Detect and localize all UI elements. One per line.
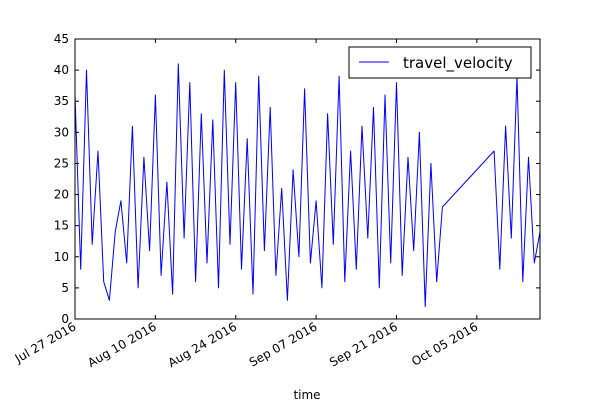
x-tick-label: Sep 07 2016	[247, 319, 320, 369]
legend-label-travel-velocity: travel_velocity	[403, 54, 513, 73]
x-tick-label: Aug 24 2016	[166, 319, 240, 370]
y-tick-label: 15	[54, 219, 69, 233]
y-tick-label: 40	[54, 63, 69, 77]
plot-frame	[74, 38, 541, 320]
x-tick-label: Oct 05 2016	[409, 319, 480, 368]
y-tick-label: 10	[54, 250, 69, 264]
y-tick-label: 45	[54, 32, 69, 46]
y-tick-label: 25	[54, 156, 69, 170]
x-tick-label: Jul 27 2016	[12, 319, 79, 366]
series-layer	[74, 63, 541, 308]
y-tick-label: 35	[54, 94, 69, 108]
series-line-travel-velocity	[74, 63, 541, 308]
x-tick-label: Sep 21 2016	[327, 319, 400, 369]
y-tick-label: 0	[61, 312, 69, 326]
y-tick-label: 30	[54, 125, 69, 139]
x-axis-label: time	[293, 388, 320, 400]
legend: travel_velocity	[348, 46, 532, 79]
y-tick-label: 20	[54, 188, 69, 202]
x-tick-label: Aug 10 2016	[85, 319, 159, 370]
y-tick-label: 5	[61, 281, 69, 295]
